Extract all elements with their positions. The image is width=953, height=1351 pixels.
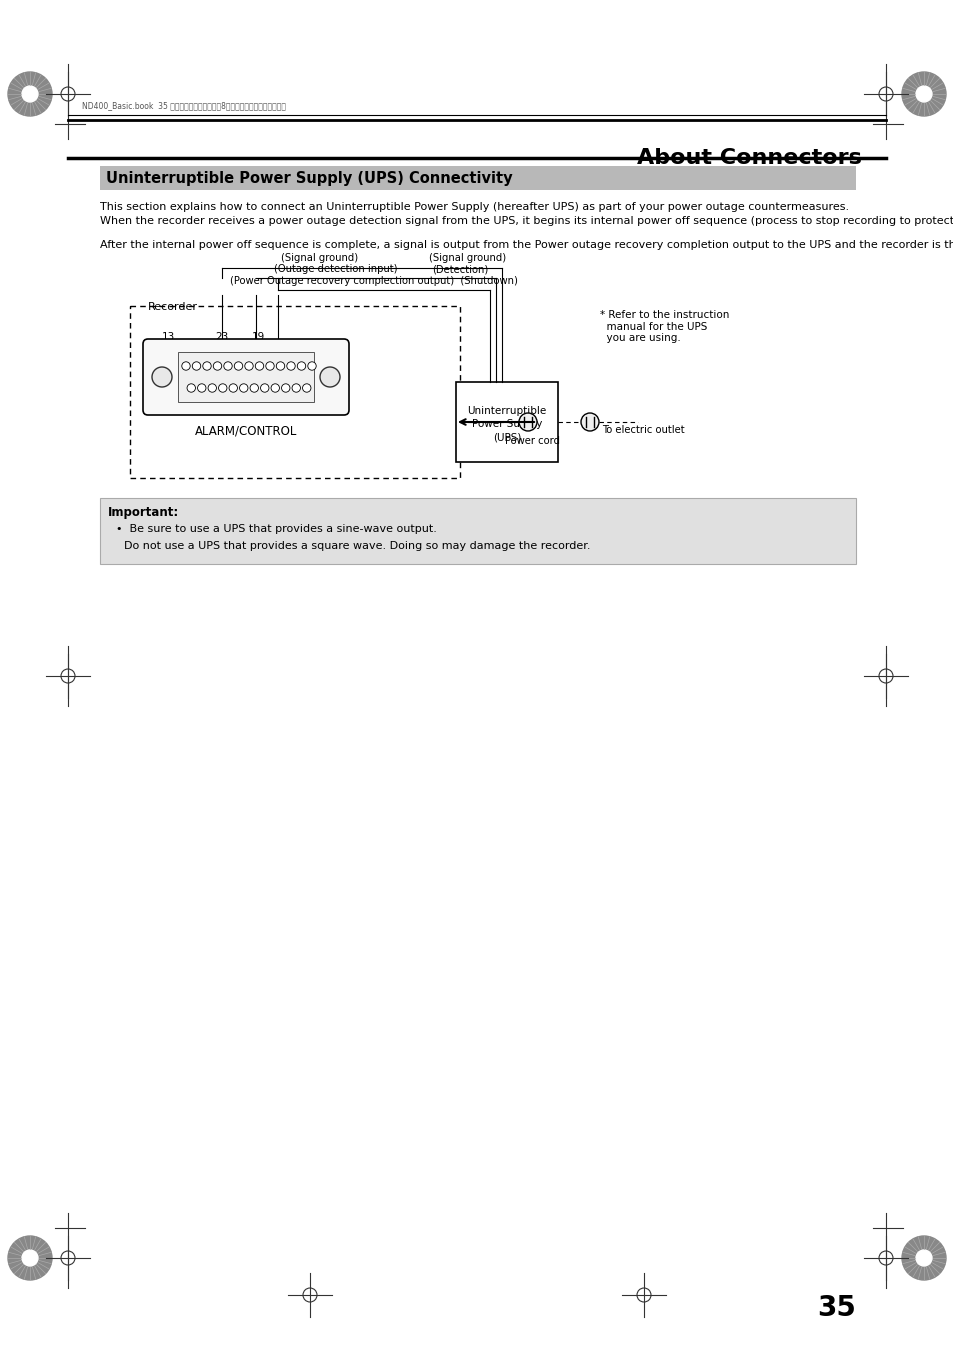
Text: ALARM/CONTROL: ALARM/CONTROL [194,424,297,436]
Circle shape [271,384,279,392]
Text: (Outage detection input): (Outage detection input) [274,263,397,274]
Text: •  Be sure to use a UPS that provides a sine-wave output.: • Be sure to use a UPS that provides a s… [116,524,436,534]
Text: Uninterruptible Power Supply (UPS) Connectivity: Uninterruptible Power Supply (UPS) Conne… [106,170,512,185]
Circle shape [187,384,195,392]
Circle shape [203,362,211,370]
Bar [456,382,558,462]
Circle shape [518,413,537,431]
Circle shape [901,72,945,116]
Bar [100,499,855,563]
Circle shape [245,362,253,370]
Circle shape [287,362,294,370]
Text: ND400_Basic.book  35 ページ　２００８年４月8日　火曜日　午後３時５９分: ND400_Basic.book 35 ページ ２００８年４月8日 火曜日 午後… [82,101,286,111]
Text: 23: 23 [215,332,229,342]
Bar [178,353,314,403]
Text: 19: 19 [251,332,264,342]
Circle shape [319,367,339,386]
Circle shape [208,384,216,392]
Circle shape [224,362,232,370]
Circle shape [580,413,598,431]
Circle shape [308,362,315,370]
Bar [130,305,459,478]
Text: * Refer to the instruction
  manual for the UPS
  you are using.: * Refer to the instruction manual for th… [599,309,729,343]
Text: Recorder: Recorder [148,303,198,312]
Circle shape [901,1236,945,1279]
Text: About Connectors: About Connectors [637,149,862,168]
Circle shape [276,362,284,370]
Circle shape [250,384,258,392]
Circle shape [229,384,237,392]
Text: Do not use a UPS that provides a square wave. Doing so may damage the recorder.: Do not use a UPS that provides a square … [124,540,590,551]
Text: (Signal ground): (Signal ground) [281,253,358,263]
Text: (Signal ground): (Signal ground) [429,253,506,263]
Circle shape [915,86,931,101]
Circle shape [197,384,206,392]
Circle shape [281,384,290,392]
Circle shape [297,362,305,370]
Circle shape [8,1236,52,1279]
Text: To electric outlet: To electric outlet [601,426,684,435]
Circle shape [8,72,52,116]
Circle shape [193,362,200,370]
Text: This section explains how to connect an Uninterruptible Power Supply (hereafter : This section explains how to connect an … [100,203,848,212]
Circle shape [255,362,263,370]
Circle shape [266,362,274,370]
Text: When the recorder receives a power outage detection signal from the UPS, it begi: When the recorder receives a power outag… [100,216,953,226]
Circle shape [22,1250,38,1266]
Circle shape [152,367,172,386]
Text: After the internal power off sequence is complete, a signal is output from the P: After the internal power off sequence is… [100,240,953,250]
Circle shape [182,362,190,370]
Text: (Power Outage recovery complection output)  (Shutdown): (Power Outage recovery complection outpu… [230,276,517,286]
Text: (Detection): (Detection) [432,263,488,274]
Circle shape [234,362,242,370]
Circle shape [213,362,221,370]
Circle shape [239,384,248,392]
Circle shape [218,384,227,392]
Circle shape [22,86,38,101]
Circle shape [915,1250,931,1266]
Text: Uninterruptible
Power Supply
(UPS): Uninterruptible Power Supply (UPS) [467,405,546,442]
Circle shape [302,384,311,392]
Circle shape [292,384,300,392]
Circle shape [260,384,269,392]
Text: 35: 35 [817,1294,855,1323]
Bar [100,166,855,190]
FancyBboxPatch shape [143,339,349,415]
Text: Power cord: Power cord [505,436,560,446]
Text: Important:: Important: [108,507,179,519]
Text: 13: 13 [161,332,174,342]
